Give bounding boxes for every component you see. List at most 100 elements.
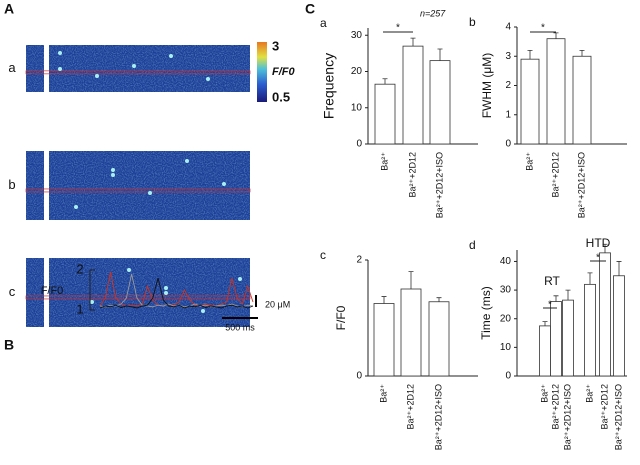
bar xyxy=(400,288,422,377)
spark xyxy=(148,191,152,195)
y-axis-label: F/F0 xyxy=(334,305,348,330)
bar xyxy=(550,301,562,377)
scan-line xyxy=(25,188,251,193)
spark xyxy=(95,74,99,78)
error-bar xyxy=(381,296,387,304)
spark xyxy=(74,205,78,209)
error-bar xyxy=(527,50,533,60)
bar xyxy=(562,299,574,377)
spark xyxy=(238,277,242,281)
image-noise xyxy=(26,258,44,327)
annotation: * xyxy=(541,23,545,34)
error-bar xyxy=(553,295,559,302)
chart-label: c xyxy=(320,248,326,262)
y-tick-label: 1 xyxy=(76,301,83,316)
spark xyxy=(222,182,226,186)
y-tick-label: 0 xyxy=(356,139,362,150)
x-tick-label: Ba²⁺+2D12 xyxy=(550,384,560,430)
group-label: HTD xyxy=(586,236,611,250)
y-tick-label: 0 xyxy=(505,139,511,150)
colorbar-min: 0.5 xyxy=(272,89,290,104)
y-tick-label: 40 xyxy=(500,256,512,267)
y-axis-label: Time (ms) xyxy=(479,286,493,340)
x-tick-label: Ba²⁺ xyxy=(539,384,549,403)
x-tick-label: Ba²⁺+2D12+ISO xyxy=(562,384,572,450)
spark xyxy=(201,309,205,313)
image-label: c xyxy=(9,284,16,299)
spark xyxy=(58,51,62,55)
y-tick-label: 20 xyxy=(351,66,363,77)
spark xyxy=(132,64,136,68)
y-axis-label: FWHM (μM) xyxy=(480,53,494,119)
chart-label: a xyxy=(320,16,327,30)
spark xyxy=(111,173,115,177)
panel-label: B xyxy=(4,337,14,353)
image-noise xyxy=(26,45,44,92)
x-tick-label: Ba²⁺+2D12+ISO xyxy=(433,384,443,450)
group-label: RT xyxy=(544,274,560,288)
y-tick-label: 1 xyxy=(505,109,511,120)
x-tick-label: Ba²⁺+2D12+ISO xyxy=(613,384,623,450)
spark xyxy=(164,291,168,295)
x-tick-label: Ba²⁺+2D12+ISO xyxy=(434,152,444,218)
image-noise xyxy=(49,45,250,92)
spark xyxy=(169,54,173,58)
error-bar xyxy=(565,289,571,301)
trace xyxy=(99,277,254,309)
image-noise xyxy=(49,151,250,220)
y-tick-label: 2 xyxy=(76,261,83,276)
bar xyxy=(402,45,424,145)
x-tick-label: Ba²⁺+2D12+ISO xyxy=(576,152,586,218)
image-panels xyxy=(25,45,251,327)
bar xyxy=(539,325,551,377)
error-bar xyxy=(616,261,622,276)
error-bar xyxy=(382,78,388,85)
error-bar xyxy=(542,321,548,326)
colorbar xyxy=(257,42,267,102)
y-tick-label: 30 xyxy=(351,30,363,41)
y-tick-label: 0 xyxy=(356,371,362,382)
y-axis-label: F/F0 xyxy=(41,285,64,297)
y-tick-label: 4 xyxy=(505,22,511,33)
image-label: a xyxy=(8,60,16,75)
error-bar xyxy=(579,50,585,57)
bar xyxy=(373,303,395,377)
spark xyxy=(164,286,168,290)
x-tick-label: Ba²⁺+2D12 xyxy=(550,152,560,198)
bar xyxy=(584,283,596,377)
y-tick-label: 10 xyxy=(500,342,512,353)
spark xyxy=(111,168,115,172)
y-axis-label: Frequency xyxy=(321,53,337,119)
bar xyxy=(546,38,566,145)
annotation: * xyxy=(396,23,400,34)
annotation: * xyxy=(596,253,600,264)
bar xyxy=(613,275,625,377)
error-bar xyxy=(408,271,414,289)
spark xyxy=(185,159,189,163)
image-label: b xyxy=(8,177,15,192)
annotation: * xyxy=(548,300,552,311)
x-tick-label: Ba²⁺+2D12 xyxy=(407,152,417,198)
colorbar-max: 3 xyxy=(272,38,279,53)
scale-label: 500 ms xyxy=(225,322,255,332)
colorbar-label: F/F0 xyxy=(272,66,295,78)
y-tick-label: 0 xyxy=(505,371,511,382)
error-bar xyxy=(602,243,608,253)
y-tick-label: 3 xyxy=(505,51,511,62)
bar xyxy=(374,83,396,145)
spark xyxy=(127,268,131,272)
y-tick-label: 2 xyxy=(505,80,511,91)
bar xyxy=(599,252,611,377)
x-tick-label: Ba²⁺ xyxy=(524,152,534,171)
chart-label: b xyxy=(469,15,476,29)
y-tick-label: 2 xyxy=(356,255,362,266)
x-tick-label: Ba²⁺+2D12 xyxy=(405,384,415,430)
bar xyxy=(428,301,450,377)
x-tick-label: Ba²⁺ xyxy=(378,384,388,403)
panel-label: C xyxy=(305,1,315,17)
y-tick-label: 30 xyxy=(500,285,512,296)
x-tick-label: Ba²⁺+2D12 xyxy=(599,384,609,430)
spark xyxy=(206,77,210,81)
error-bar xyxy=(437,48,443,61)
